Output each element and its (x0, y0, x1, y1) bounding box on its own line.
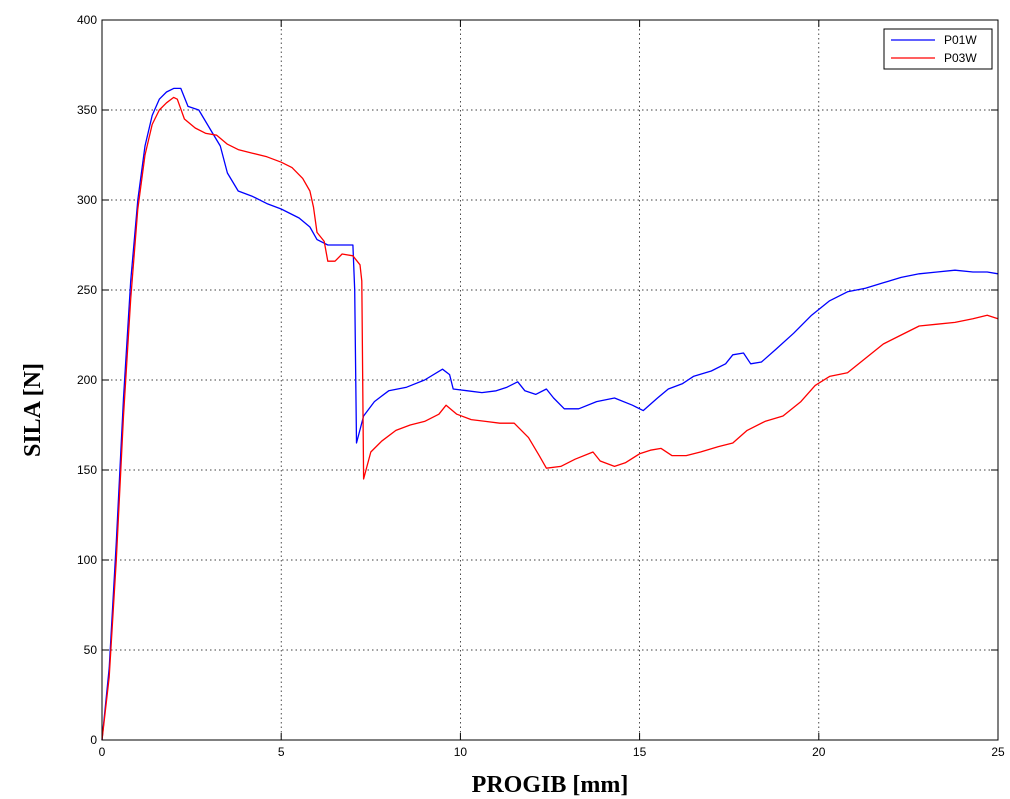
x-tick-label: 15 (633, 745, 647, 759)
x-tick-label: 10 (454, 745, 468, 759)
y-tick-label: 100 (77, 553, 97, 567)
x-tick-label: 5 (278, 745, 285, 759)
x-axis-title: PROGIB [mm] (472, 772, 629, 798)
y-axis-title: SILA [N] (20, 363, 46, 457)
legend-label-p03w: P03W (944, 51, 977, 65)
legend: P01W P03W (883, 28, 993, 70)
x-tick-label: 25 (991, 745, 1005, 759)
y-tick-label: 400 (77, 13, 97, 27)
series-line-p01w (101, 87, 999, 741)
legend-label-p01w: P01W (944, 33, 977, 47)
series-line-p03w (101, 96, 999, 741)
x-tick-label: 0 (99, 745, 106, 759)
y-tick-label: 250 (77, 283, 97, 297)
y-tick-label: 0 (90, 733, 97, 747)
y-tick-label: 200 (77, 373, 97, 387)
y-tick-label: 50 (84, 643, 98, 657)
y-tick-label: 150 (77, 463, 97, 477)
grid-lines (102, 20, 998, 740)
x-tick-label: 20 (812, 745, 826, 759)
y-tick-label: 300 (77, 193, 97, 207)
legend-box (883, 28, 993, 70)
y-tick-label: 350 (77, 103, 97, 117)
data-series (101, 87, 999, 741)
